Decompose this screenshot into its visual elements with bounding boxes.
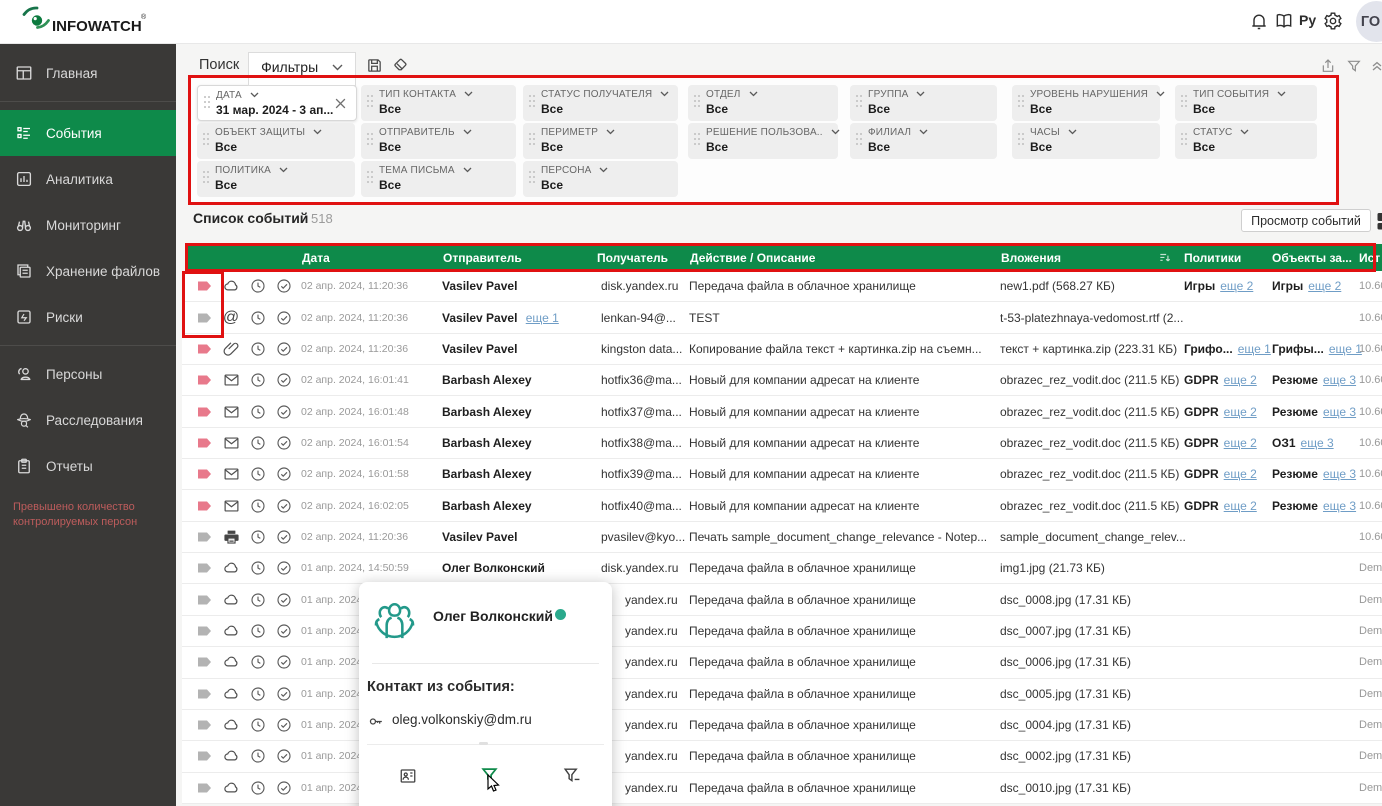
svg-text:®: ®	[141, 13, 147, 21]
svg-text:INFOWATCH: INFOWATCH	[52, 18, 142, 35]
